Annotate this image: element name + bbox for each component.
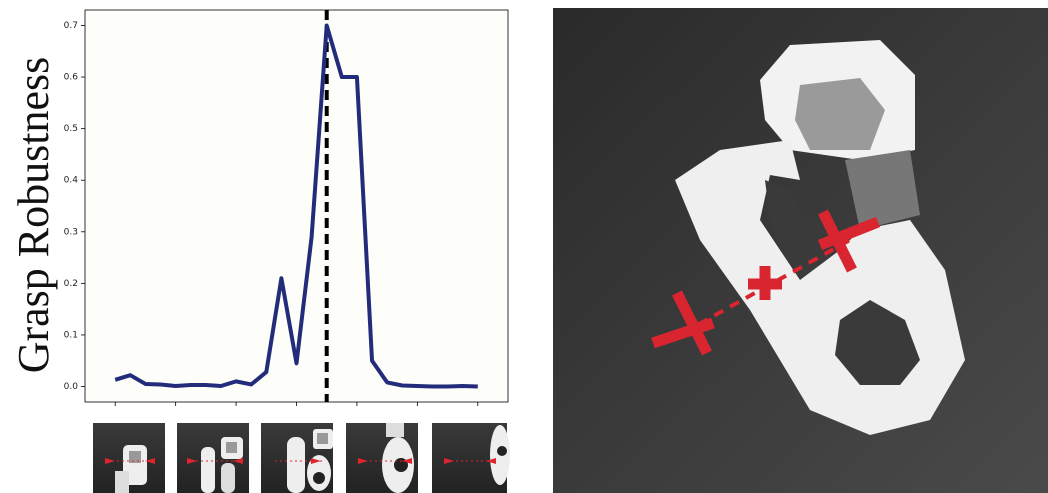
thumbnail — [432, 423, 510, 493]
y-tick-label: 0.4 — [64, 176, 79, 186]
y-tick-label: 0.7 — [64, 21, 78, 31]
figure: Grasp Robustness — [0, 0, 1048, 493]
y-tick-label: 0.2 — [64, 279, 78, 289]
thumbnail — [346, 423, 418, 493]
thumbnail — [93, 423, 165, 493]
y-tick-label: 0.3 — [64, 227, 78, 237]
thumbnail — [261, 423, 333, 493]
y-tick-label: 0.0 — [64, 382, 79, 392]
y-tick-label: 0.5 — [64, 124, 78, 134]
thumbnails — [93, 423, 510, 493]
plot-frame — [85, 10, 508, 402]
y-tick-label: 0.6 — [64, 73, 79, 83]
y-axis-label: Grasp Robustness — [9, 57, 58, 374]
thumbnail — [177, 423, 249, 493]
page: Grasp Robustness — [0, 0, 1048, 493]
y-tick-label: 0.1 — [64, 330, 78, 340]
depth-image — [553, 8, 1048, 493]
